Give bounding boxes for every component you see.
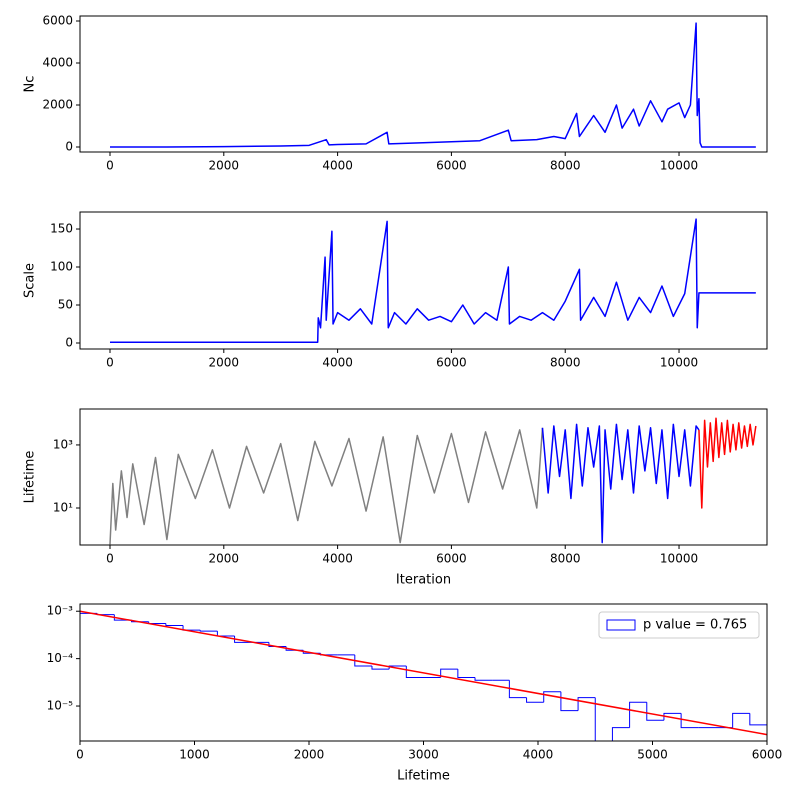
- y-tick-label: 10³: [53, 437, 73, 451]
- hist-step: [165, 623, 184, 626]
- plot-area: [109, 22, 756, 148]
- y-axis-label: Lifetime: [23, 451, 38, 504]
- x-tick-label: 0: [106, 159, 114, 173]
- hist-step: [80, 612, 98, 741]
- x-tick-label: 5000: [637, 748, 668, 762]
- data-line: [109, 218, 756, 343]
- hist-step: [526, 697, 544, 703]
- hist-step: [440, 668, 458, 678]
- x-tick-label: 6000: [436, 356, 467, 370]
- x-tick-label: 4000: [322, 159, 353, 173]
- y-tick-label: 0: [65, 140, 73, 154]
- hist-step: [508, 680, 527, 699]
- x-tick-label: 4000: [322, 356, 353, 370]
- x-tick-label: 4000: [322, 552, 353, 566]
- y-tick-label: 10¹: [53, 500, 73, 514]
- y-tick-label: 10⁻⁵: [47, 699, 74, 713]
- plot-area: [109, 417, 757, 545]
- hist-step: [234, 636, 252, 643]
- axes-frame: [79, 211, 768, 350]
- y-tick-label: 50: [58, 298, 73, 312]
- x-tick-label: 2000: [209, 552, 240, 566]
- data-line: [109, 427, 544, 545]
- y-tick-label: 10⁻³: [47, 604, 74, 618]
- axes-frame: [79, 603, 768, 742]
- x-tick-label: 6000: [436, 552, 467, 566]
- x-tick-label: 8000: [550, 356, 581, 370]
- y-tick-label: 0: [65, 335, 73, 349]
- legend-label: p value = 0.765: [643, 618, 747, 633]
- hist-step: [457, 669, 476, 678]
- x-tick-label: 1000: [179, 748, 210, 762]
- hist-step: [474, 677, 493, 681]
- hist-step: [560, 691, 579, 712]
- plot-area: [80, 610, 767, 741]
- x-tick-label: 10000: [660, 356, 698, 370]
- y-tick-label: 10⁻⁴: [47, 651, 74, 665]
- x-tick-label: 6000: [436, 159, 467, 173]
- legend-swatch: [606, 619, 636, 631]
- x-tick-label: 3000: [408, 748, 439, 762]
- hist-step: [577, 697, 596, 711]
- data-line: [541, 423, 700, 544]
- y-tick-label: 4000: [42, 55, 73, 69]
- x-tick-label: 2000: [294, 748, 325, 762]
- y-tick-label: 2000: [42, 98, 73, 112]
- y-tick-label: 150: [50, 222, 73, 236]
- hist-step: [680, 713, 699, 729]
- axes-frame: [79, 408, 768, 546]
- x-axis-label: Lifetime: [397, 769, 450, 784]
- fit-line: [80, 610, 767, 736]
- hist-step: [646, 702, 664, 721]
- x-tick-label: 8000: [550, 552, 581, 566]
- y-axis-label: Nc: [23, 76, 38, 93]
- hist-step: [629, 701, 647, 728]
- axes-frame: [79, 15, 768, 153]
- hist-step: [594, 697, 596, 741]
- hist-step: [749, 713, 767, 741]
- x-tick-label: 8000: [550, 159, 581, 173]
- x-tick-label: 0: [106, 552, 114, 566]
- y-axis-label: Scale: [23, 263, 38, 298]
- data-line: [109, 22, 756, 148]
- hist-step: [732, 712, 750, 728]
- hist-step: [182, 625, 201, 631]
- legend-box: [598, 611, 760, 639]
- hist-step: [216, 631, 235, 637]
- y-tick-label: 6000: [42, 13, 73, 27]
- plot-area: [109, 218, 756, 343]
- x-tick-label: 10000: [660, 552, 698, 566]
- x-tick-label: 0: [106, 356, 114, 370]
- x-tick-label: 2000: [209, 356, 240, 370]
- x-tick-label: 6000: [752, 748, 783, 762]
- x-tick-label: 10000: [660, 159, 698, 173]
- hist-step: [199, 630, 218, 632]
- data-line: [698, 417, 757, 509]
- x-tick-label: 2000: [209, 159, 240, 173]
- x-tick-label: 0: [76, 748, 84, 762]
- hist-step: [354, 654, 372, 667]
- hist-step: [663, 712, 682, 721]
- x-axis-label: Iteration: [396, 573, 451, 588]
- hist-step: [371, 665, 390, 670]
- x-tick-label: 4000: [523, 748, 554, 762]
- y-tick-label: 100: [50, 260, 73, 274]
- hist-step: [611, 727, 630, 741]
- hist-step: [543, 691, 561, 703]
